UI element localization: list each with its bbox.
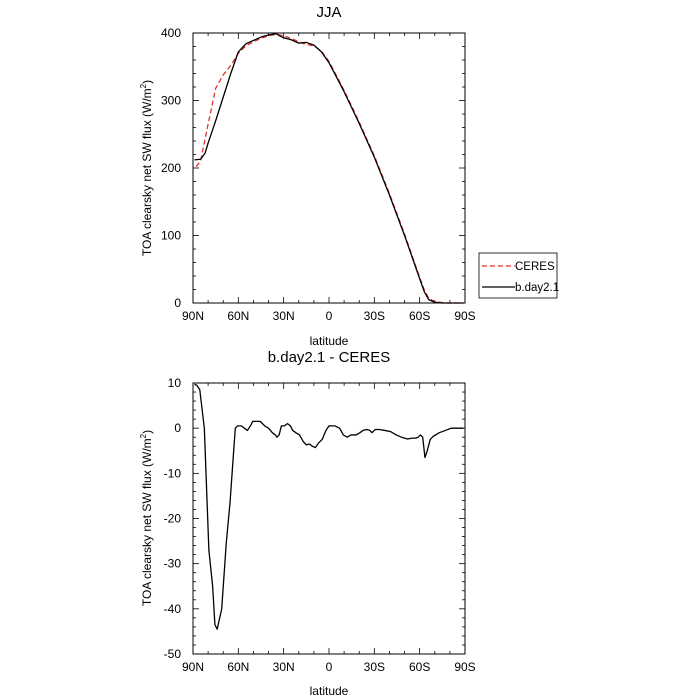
- x-tick-label: 90N: [182, 660, 204, 674]
- x-tick-label: 60N: [227, 309, 249, 323]
- tick-layer: [192, 382, 466, 655]
- x-tick-label: 30N: [273, 309, 295, 323]
- plot-frame: [192, 32, 466, 304]
- x-tick-label: 0: [326, 660, 333, 674]
- chart-title: JJA: [316, 4, 341, 21]
- y-tick-label: 100: [161, 229, 181, 243]
- series-line-ceres: [195, 33, 464, 304]
- x-axis-label: latitude: [310, 684, 349, 698]
- y-tick-label: 10: [168, 376, 182, 390]
- y-tick-label: 300: [161, 94, 181, 108]
- series-layer: [194, 33, 464, 304]
- x-tick-label: 60S: [409, 660, 430, 674]
- y-tick-label: 0: [174, 421, 181, 435]
- flux-panel: JJA 90N 60N 30N 0 30S 60S 90S 0 100 200 300 400 lat…: [139, 4, 476, 348]
- x-tick-label: 30N: [273, 660, 295, 674]
- y-tick-label: -30: [164, 557, 182, 571]
- y-axis-label-sup: 2: [139, 83, 148, 88]
- legend: CERES b.day2.1: [478, 252, 559, 299]
- tick-label-layer: 90N 60N 30N 0 30S 60S 90S 0 100 200 300 400: [161, 26, 476, 323]
- x-tick-label: 90S: [454, 309, 475, 323]
- x-tick-label: 90N: [182, 309, 204, 323]
- x-tick-label: 30S: [364, 309, 385, 323]
- x-tick-label: 30S: [364, 660, 385, 674]
- tick-layer: [192, 32, 466, 304]
- y-tick-label: 0: [174, 296, 181, 310]
- difference-panel: b.day2.1 - CERES 90N 60N 30N 0 30S 60S 90S -50 -…: [139, 349, 476, 698]
- tick-label-layer: 90N 60N 30N 0 30S 60S 90S -50 -40 -30 -20 -10 0 10: [164, 376, 476, 674]
- y-tick-label: 200: [161, 161, 181, 175]
- y-axis-label-end: ): [140, 80, 154, 84]
- x-axis-label: latitude: [310, 334, 349, 348]
- y-tick-label: -50: [164, 647, 182, 661]
- plot-frame: [192, 382, 466, 655]
- y-axis-label-sup: 2: [139, 433, 148, 438]
- y-tick-label: -20: [164, 512, 182, 526]
- y-tick-label: 400: [161, 26, 181, 40]
- y-tick-label: -10: [164, 466, 182, 480]
- y-axis-label-main: TOA clearsky net SW flux (W/m: [140, 88, 154, 256]
- y-axis-label-end: ): [140, 430, 154, 434]
- series-line-b-day2-1: [194, 33, 464, 304]
- legend-label-ceres: CERES: [515, 261, 555, 273]
- x-tick-label: 90S: [454, 660, 475, 674]
- x-tick-label: 60S: [409, 309, 430, 323]
- y-axis-label: TOA clearsky net SW flux (W/m2): [139, 430, 154, 606]
- legend-label-model: b.day2.1: [515, 282, 559, 294]
- y-axis-label: TOA clearsky net SW flux (W/m2): [139, 80, 154, 256]
- series-layer: [194, 383, 464, 630]
- chart-title: b.day2.1 - CERES: [268, 349, 391, 366]
- x-tick-label: 60N: [227, 660, 249, 674]
- y-tick-label: -40: [164, 602, 182, 616]
- series-line-difference: [194, 383, 464, 630]
- x-tick-label: 0: [326, 309, 333, 323]
- y-axis-label-main: TOA clearsky net SW flux (W/m: [140, 438, 154, 606]
- legend-box: [478, 252, 558, 299]
